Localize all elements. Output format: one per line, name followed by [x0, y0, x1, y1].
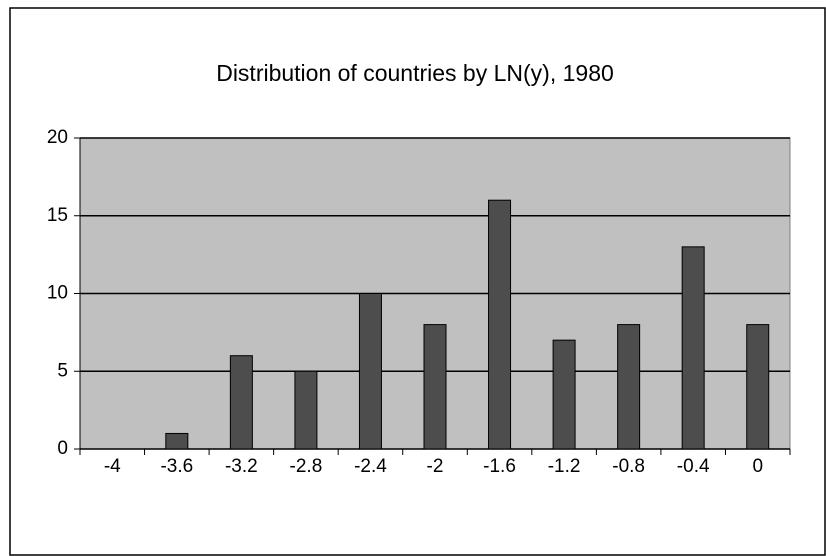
bar	[617, 324, 641, 450]
bar	[746, 324, 770, 450]
x-tick-label: -3.2	[225, 456, 258, 477]
y-tick-label: 0	[57, 438, 68, 459]
bar	[294, 370, 318, 450]
bar	[229, 355, 253, 450]
bar	[423, 324, 447, 450]
x-tick-label: -2.8	[290, 456, 323, 477]
x-tick-label: -4	[104, 456, 121, 477]
x-tick-label: -1.2	[548, 456, 581, 477]
chart-title: Distribution of countries by LN(y), 1980	[216, 60, 614, 86]
bar	[358, 293, 382, 450]
y-tick-label: 5	[57, 360, 68, 381]
x-tick-label: -0.4	[677, 456, 710, 477]
bar	[488, 199, 512, 450]
y-tick-label: 15	[47, 205, 68, 226]
x-tick-label: -1.6	[483, 456, 516, 477]
x-tick-label: 0	[752, 456, 763, 477]
bar	[165, 432, 189, 450]
bar	[681, 246, 705, 450]
y-tick-label: 10	[47, 283, 68, 304]
y-tick-label: 20	[47, 127, 68, 148]
x-tick-label: -2.4	[354, 456, 387, 477]
x-tick-label: -3.6	[160, 456, 193, 477]
x-tick-label: -0.8	[612, 456, 645, 477]
x-tick-label: -2	[427, 456, 444, 477]
bar	[552, 339, 576, 450]
